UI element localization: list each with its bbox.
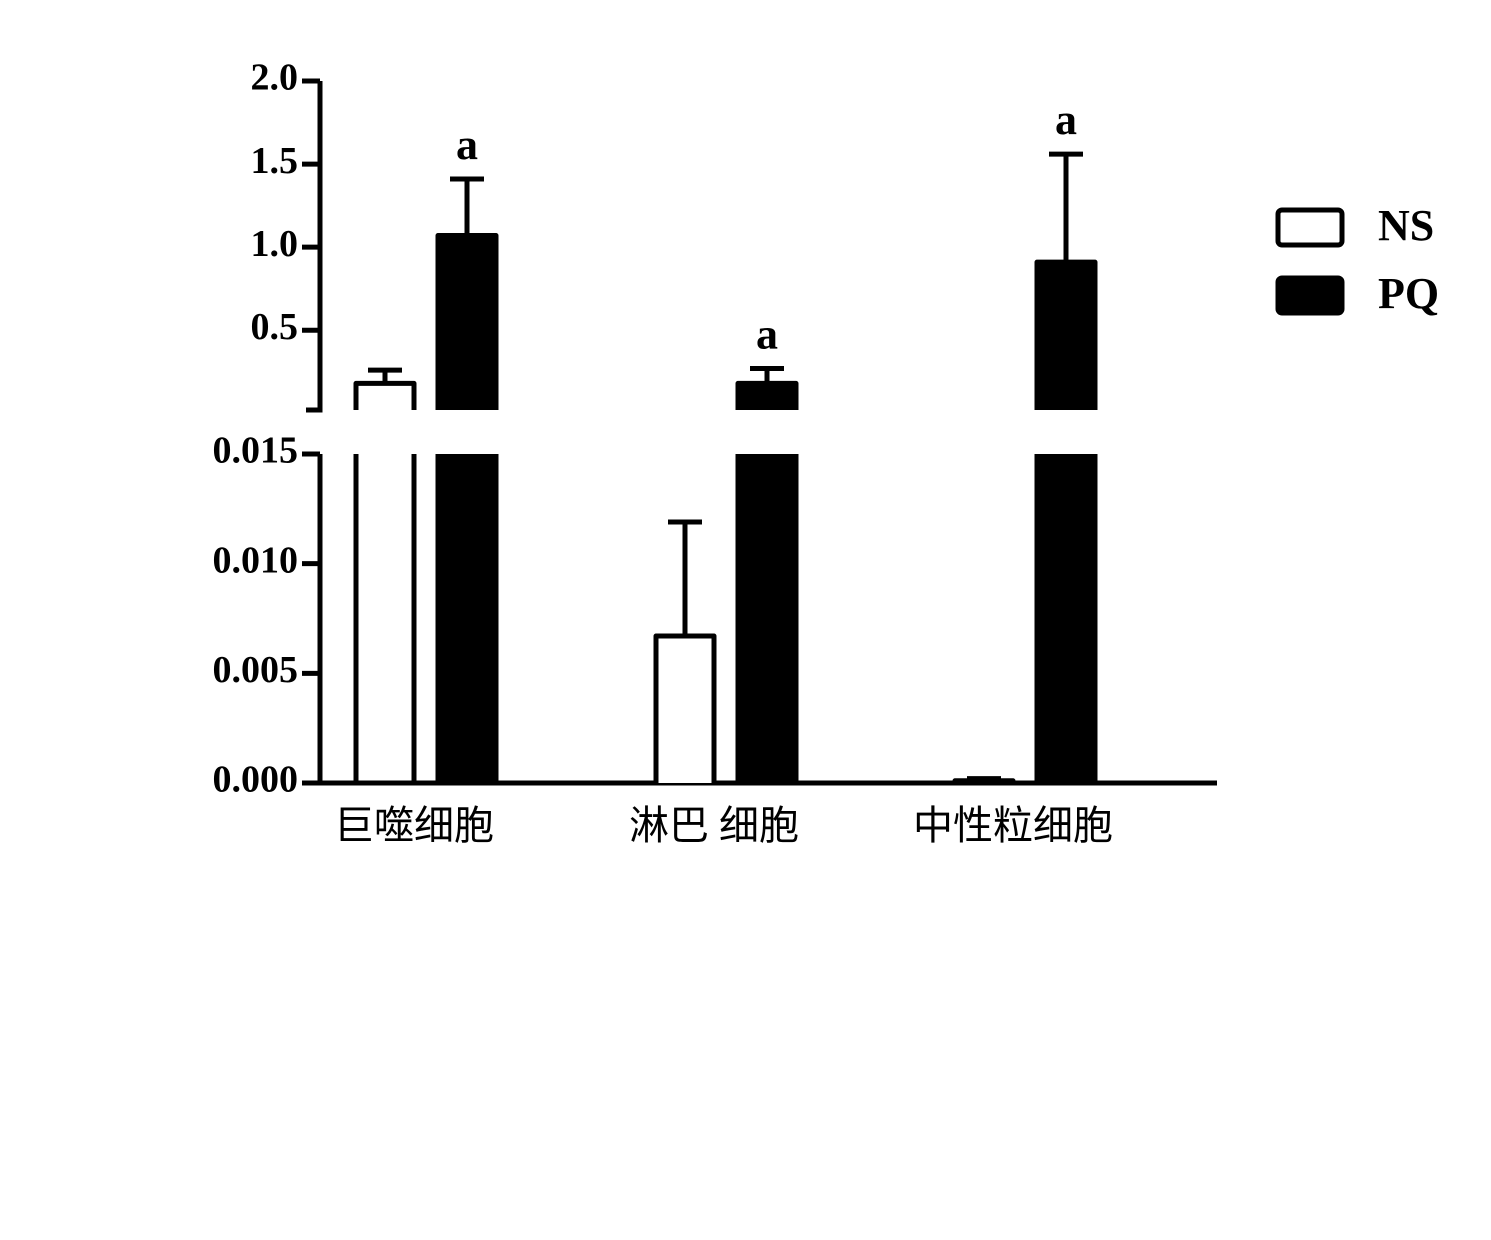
x-tick-label: 巨噬细胞 [334, 803, 494, 848]
bar-upper [735, 380, 799, 410]
error-bar [450, 176, 484, 236]
annotation: a [756, 310, 778, 359]
x-tick-label: 淋巴 细胞 [629, 803, 799, 848]
y-tick-label: 0.5 [251, 306, 299, 348]
y-tick-label: 1.0 [251, 223, 299, 265]
legend-label: PQ [1378, 269, 1439, 318]
error-bar [668, 519, 702, 637]
x-tick-label: 中性粒细胞 [913, 803, 1113, 848]
bar [952, 778, 1016, 784]
bar-lower [353, 454, 417, 786]
y-tick-label: 2.0 [251, 57, 299, 99]
legend-label: NS [1378, 201, 1434, 250]
y-tick-label: 1.5 [251, 140, 299, 182]
y-tick-label: 0.005 [213, 649, 299, 691]
annotation: a [1055, 95, 1077, 144]
y-tick-label: 0.000 [213, 759, 299, 801]
annotation: a [456, 120, 478, 169]
error-bar [1049, 151, 1083, 263]
bar-upper [435, 233, 499, 410]
error-bar [967, 776, 1001, 782]
y-axis-upper [306, 81, 323, 413]
bar-lower [735, 454, 799, 786]
legend-swatch [1275, 275, 1345, 316]
error-bar [368, 367, 402, 384]
bar-lower [1034, 454, 1098, 786]
bar-upper [1034, 259, 1098, 410]
y-tick-label: 0.010 [213, 539, 299, 581]
bar [653, 633, 717, 783]
bar-upper [353, 380, 417, 410]
legend-swatch [1275, 207, 1345, 248]
y-tick-label: 0.015 [213, 430, 299, 472]
bar-lower [435, 454, 499, 786]
error-bar [750, 365, 784, 384]
